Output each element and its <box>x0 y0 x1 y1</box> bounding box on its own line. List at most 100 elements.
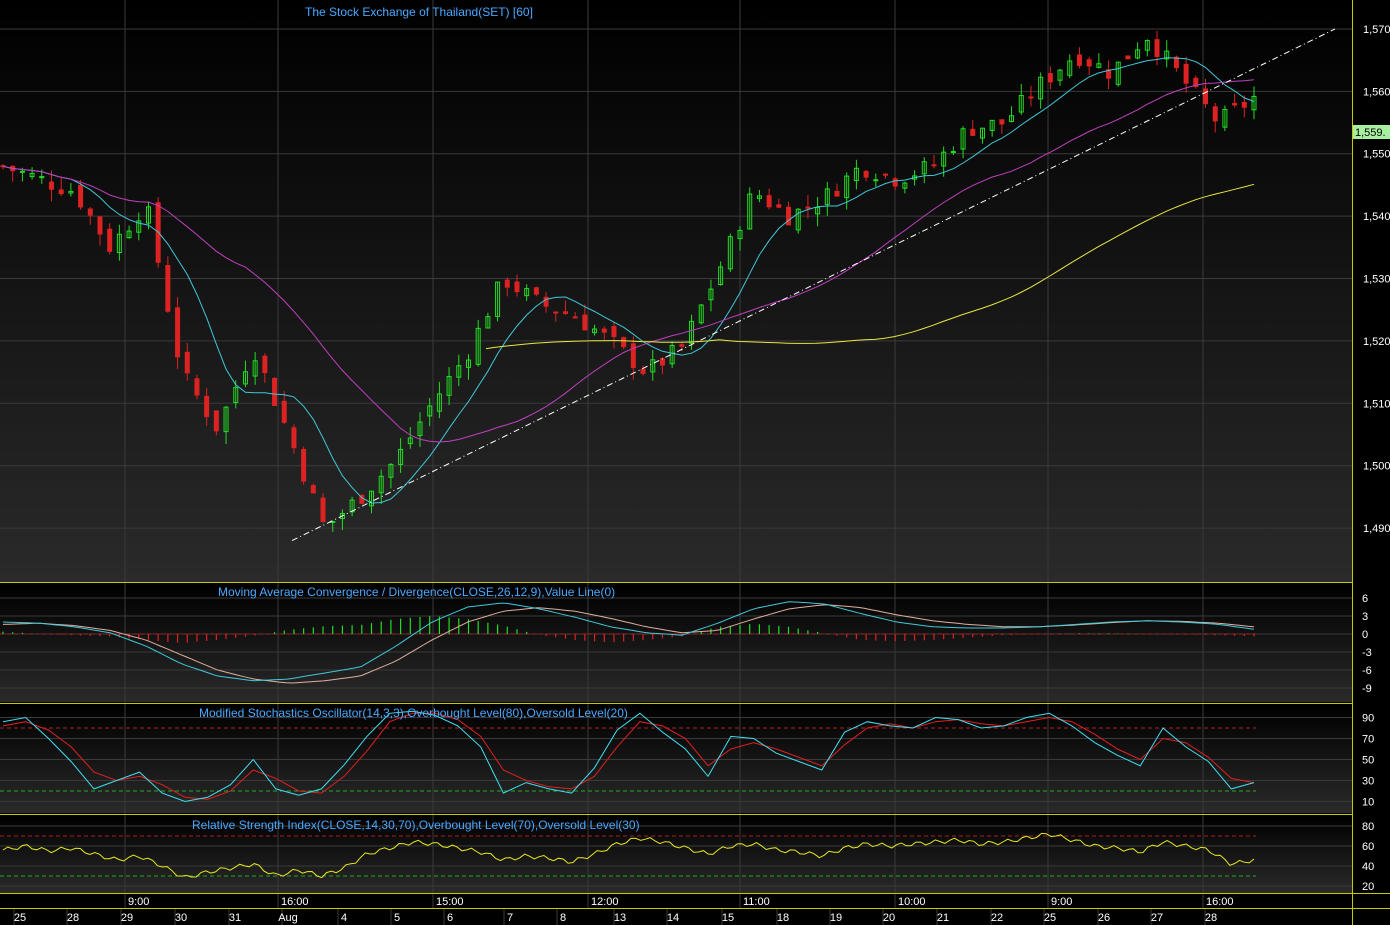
macd-panel[interactable] <box>0 584 1352 702</box>
candle-body <box>242 371 248 385</box>
date-label: 29 <box>121 912 133 924</box>
rsi-panel[interactable] <box>0 816 1352 893</box>
time-label: 16:00 <box>281 896 309 908</box>
candle-body <box>1251 95 1257 111</box>
date-label: 26 <box>1098 912 1110 924</box>
date-label: 27 <box>1151 912 1163 924</box>
candle-body <box>727 236 733 270</box>
grid-lines <box>0 0 1352 893</box>
ma-slow-line <box>485 183 1255 350</box>
candle-body <box>698 304 704 324</box>
date-label: 14 <box>667 912 679 924</box>
candle-body <box>650 359 656 373</box>
date-label: 13 <box>614 912 626 924</box>
candle-body <box>465 359 471 368</box>
candle-body <box>553 311 559 314</box>
last-price-badge <box>1353 125 1390 139</box>
candle-body <box>136 220 142 233</box>
candle-body <box>834 190 840 197</box>
candle-body <box>58 189 64 195</box>
rsi-y-tick: 80 <box>1362 821 1374 833</box>
candle-body <box>456 365 462 378</box>
candle-body <box>29 172 35 178</box>
time-label: 16:00 <box>1206 896 1234 908</box>
candle-body <box>272 377 278 406</box>
date-label: 18 <box>777 912 789 924</box>
candle-body <box>756 195 762 199</box>
candle-body <box>204 395 210 418</box>
candle-body <box>766 195 772 208</box>
date-label: 28 <box>67 912 79 924</box>
price-panel[interactable] <box>0 0 1352 582</box>
candle-body <box>369 490 375 507</box>
stoch-y-tick: 50 <box>1362 755 1374 767</box>
candle-body <box>281 400 287 423</box>
ma-fast-line <box>2 57 1255 504</box>
price-series <box>0 28 1336 542</box>
date-label: 28 <box>1205 912 1217 924</box>
candle-body <box>659 358 665 366</box>
candle-body <box>795 208 801 231</box>
macd-y-tick: -9 <box>1362 683 1372 695</box>
candle-body <box>436 393 442 412</box>
candle-body <box>1047 73 1053 83</box>
candle-body <box>19 170 25 173</box>
date-label: 30 <box>175 912 187 924</box>
candle-body <box>116 233 122 254</box>
time-label: 9:00 <box>128 896 149 908</box>
candle-body <box>184 351 190 374</box>
candle-body <box>640 368 646 374</box>
macd-y-tick: 0 <box>1362 629 1368 641</box>
candle-body <box>873 179 879 182</box>
stoch-d-line <box>2 712 1255 800</box>
time-label: 12:00 <box>591 896 619 908</box>
candle-body <box>960 128 966 150</box>
date-label: Aug <box>278 912 298 924</box>
date-label: 6 <box>447 912 453 924</box>
candle-body <box>931 164 937 167</box>
candle-body <box>514 281 520 293</box>
macd-y-tick: 3 <box>1362 611 1368 623</box>
price-y-tick: 1,550 <box>1363 149 1390 161</box>
candle-body <box>1164 50 1170 60</box>
candle-body <box>504 279 510 288</box>
candle-body <box>853 167 859 182</box>
candle-body <box>941 151 947 167</box>
candle-body <box>621 337 627 348</box>
candle-body <box>543 296 549 307</box>
candle-body <box>175 307 181 358</box>
candle-body <box>485 316 491 329</box>
candle-body <box>786 206 792 226</box>
ma-mid-line <box>2 79 1255 443</box>
candle-body <box>427 405 433 417</box>
candle-body <box>446 375 452 396</box>
candle-body <box>1086 59 1092 67</box>
candle-body <box>999 119 1005 125</box>
candle-body <box>475 327 481 365</box>
time-label: 10:00 <box>898 896 926 908</box>
time-label: 11:00 <box>743 896 770 908</box>
candle-body <box>689 320 695 344</box>
candle-body <box>533 287 539 295</box>
macd-panel-title: Moving Average Convergence / Divergence(… <box>218 585 615 599</box>
date-label: 4 <box>341 912 347 924</box>
candle-body <box>805 206 811 209</box>
price-y-tick: 1,530 <box>1363 274 1390 286</box>
candle-body <box>921 161 927 175</box>
date-label: 8 <box>560 912 566 924</box>
candle-body <box>165 265 171 312</box>
candle-body <box>737 229 743 240</box>
time-label: 15:00 <box>436 896 464 908</box>
candle-body <box>562 311 568 314</box>
stoch-y-tick: 10 <box>1362 797 1374 809</box>
date-label: 7 <box>507 912 513 924</box>
macd-series <box>0 601 1256 684</box>
candle-body <box>630 343 636 369</box>
candle-body <box>1096 63 1102 68</box>
candle-body <box>213 410 219 432</box>
candle-body <box>1076 54 1082 66</box>
candle-body <box>301 448 307 482</box>
candle-body <box>1241 101 1247 108</box>
